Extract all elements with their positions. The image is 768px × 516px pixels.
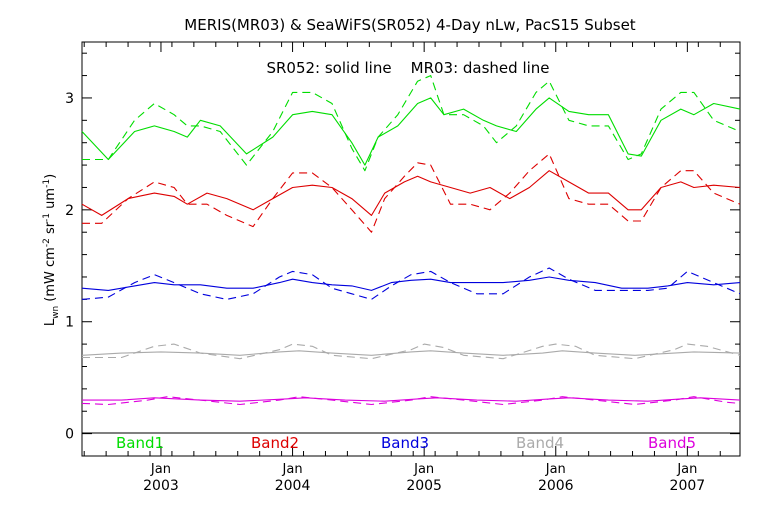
legend: Band1 Band2 Band3 Band4 Band5 xyxy=(116,434,696,452)
x-tick-month-2: Jan xyxy=(413,462,434,477)
plot-frame xyxy=(81,41,741,457)
legend-band5: Band5 xyxy=(648,434,696,452)
y-tick-label-2: 2 xyxy=(65,203,74,219)
y-tick-label-1: 1 xyxy=(65,315,74,331)
series-band2-solid-line xyxy=(81,170,741,216)
series-band1-dashed-line xyxy=(82,75,741,172)
series-band5-solid-line xyxy=(82,397,741,402)
series-layer xyxy=(81,75,741,406)
legend-band1: Band1 xyxy=(116,434,164,452)
x-tick-month-0: Jan xyxy=(150,462,171,477)
series-band1-solid-line xyxy=(81,97,741,166)
series-band2-dashed-line xyxy=(82,153,741,233)
legend-band3: Band3 xyxy=(381,434,429,452)
series-band5-dashed-line xyxy=(81,396,741,406)
y-tick-label-0: 0 xyxy=(65,427,74,443)
series-band3-dashed-line xyxy=(81,267,741,300)
x-tick-month-4: Jan xyxy=(676,462,697,477)
y-tick-label-3: 3 xyxy=(65,91,74,107)
x-tick-month-1: Jan xyxy=(282,462,303,477)
line-style-annotation: SR052: solid line MR03: dashed line xyxy=(266,59,549,77)
series-band4-dashed-line xyxy=(82,343,741,360)
x-tick-year-0: 2003 xyxy=(143,478,179,494)
y-axis-label: Lwn (mW cm-2 sr-1 um-1) xyxy=(42,174,61,326)
series-band4-solid-line xyxy=(81,350,741,356)
svg-text:Lwn (mW cm-2 sr-1 um-1): Lwn (mW cm-2 sr-1 um-1) xyxy=(42,174,61,326)
x-tick-year-2: 2005 xyxy=(406,478,442,494)
x-tick-year-3: 2006 xyxy=(538,478,574,494)
series-band3-solid-line xyxy=(81,276,741,291)
legend-band2: Band2 xyxy=(251,434,299,452)
x-tick-year-1: 2004 xyxy=(275,478,311,494)
chart-title: MERIS(MR03) & SeaWiFS(SR052) 4-Day nLw, … xyxy=(184,16,636,34)
legend-band4: Band4 xyxy=(516,434,564,452)
x-tick-month-3: Jan xyxy=(545,462,566,477)
x-tick-year-4: 2007 xyxy=(670,478,706,494)
